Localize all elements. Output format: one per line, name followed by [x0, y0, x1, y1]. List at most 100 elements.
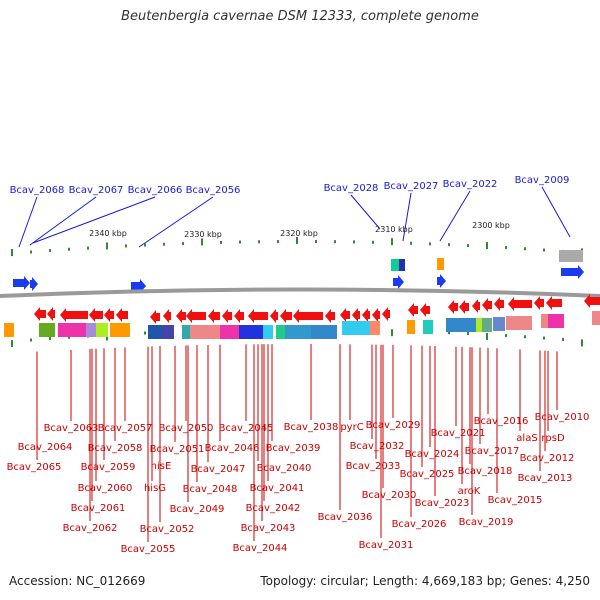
bottom-gene-label[interactable]: hisE	[151, 461, 172, 472]
top-gene-label[interactable]: Bcav_2027	[384, 181, 439, 192]
bottom-gene-label[interactable]: Bcav_2036	[318, 512, 373, 523]
reverse-gene-arrow[interactable]	[176, 309, 186, 323]
bottom-gene-label[interactable]: Bcav_2017	[465, 446, 520, 457]
bottom-gene-label[interactable]: Bcav_2063	[44, 423, 99, 434]
bottom-gene-label[interactable]: Bcav_2029	[366, 420, 421, 431]
bottom-gene-label[interactable]: Bcav_2040	[257, 463, 312, 474]
bottom-gene-label[interactable]: Bcav_2039	[266, 443, 321, 454]
top-gene-label[interactable]: Bcav_2067	[69, 185, 124, 196]
reverse-gene-arrow[interactable]	[248, 309, 268, 323]
top-gene-label[interactable]: Bcav_2028	[324, 183, 379, 194]
forward-gene-arrow[interactable]	[30, 277, 38, 291]
bottom-gene-label[interactable]: alaS	[516, 433, 537, 444]
reverse-gene-arrow[interactable]	[280, 309, 292, 323]
reverse-gene-arrow[interactable]	[408, 303, 418, 317]
bottom-gene-label[interactable]: Bcav_2059	[81, 462, 136, 473]
reverse-gene-arrow[interactable]	[584, 294, 600, 308]
bottom-gene-labels[interactable]: Bcav_2063 Bcav_2057 Bcav_2050 Bcav_2045 Bcav…	[7, 412, 590, 555]
bottom-gene-label[interactable]: Bcav_2032	[350, 441, 405, 452]
forward-gene-arrow[interactable]	[13, 276, 30, 290]
reverse-gene-arrow[interactable]	[352, 308, 360, 322]
bottom-gene-label[interactable]: Bcav_2023	[415, 498, 470, 509]
reverse-gene-arrow[interactable]	[34, 307, 46, 321]
reverse-gene-arrow[interactable]	[270, 309, 278, 323]
top-gene-labels[interactable]: Bcav_2068 Bcav_2067 Bcav_2066 Bcav_2056 Bcav…	[10, 175, 570, 196]
forward-gene-arrow[interactable]	[561, 265, 584, 279]
bottom-gene-label[interactable]: Bcav_2047	[191, 464, 246, 475]
reverse-strand-genes[interactable]	[34, 294, 600, 324]
reverse-gene-arrow[interactable]	[534, 296, 544, 310]
bottom-gene-label[interactable]: Bcav_2046	[205, 443, 260, 454]
bottom-gene-label[interactable]: Bcav_2031	[359, 540, 414, 551]
bottom-gene-label[interactable]: Bcav_2051	[150, 444, 205, 455]
reverse-gene-arrow[interactable]	[340, 308, 350, 322]
reverse-gene-arrow[interactable]	[163, 309, 171, 323]
reverse-gene-arrow[interactable]	[546, 296, 562, 310]
reverse-gene-arrow[interactable]	[47, 307, 55, 321]
bottom-gene-label[interactable]: aroK	[458, 486, 481, 497]
top-gene-label[interactable]: Bcav_2022	[443, 179, 498, 190]
top-gene-label[interactable]: Bcav_2009	[515, 175, 570, 186]
bottom-gene-label[interactable]: Bcav_2026	[392, 519, 447, 530]
bottom-gene-label[interactable]: Bcav_2030	[362, 490, 417, 501]
reverse-gene-arrow[interactable]	[293, 309, 323, 323]
bottom-gene-label[interactable]: Bcav_2021	[431, 428, 486, 439]
bottom-gene-label[interactable]: Bcav_2060	[78, 483, 133, 494]
reverse-gene-arrow[interactable]	[89, 308, 103, 322]
bottom-gene-label[interactable]: Bcav_2050	[159, 423, 214, 434]
bottom-gene-label[interactable]: Bcav_2041	[250, 483, 305, 494]
reverse-gene-arrow[interactable]	[494, 297, 504, 311]
bottom-gene-label[interactable]: Bcav_2025	[400, 469, 455, 480]
reverse-gene-arrow[interactable]	[448, 300, 458, 314]
reverse-gene-arrow[interactable]	[482, 298, 492, 312]
bottom-gene-label[interactable]: Bcav_2057	[98, 423, 153, 434]
bottom-gene-label[interactable]: hisG	[144, 483, 166, 494]
bottom-gene-label[interactable]: Bcav_2018	[458, 466, 513, 477]
reverse-gene-arrow[interactable]	[459, 300, 469, 314]
reverse-gene-arrow[interactable]	[116, 308, 128, 322]
reverse-gene-arrow[interactable]	[222, 309, 232, 323]
reverse-gene-arrow[interactable]	[234, 309, 244, 323]
top-gene-label[interactable]: Bcav_2066	[128, 185, 183, 196]
bottom-gene-label[interactable]: Bcav_2055	[121, 544, 176, 555]
forward-strand-genes[interactable]	[13, 250, 584, 293]
reverse-gene-arrow[interactable]	[420, 303, 430, 317]
bottom-gene-label[interactable]: Bcav_2038	[284, 422, 339, 433]
bottom-gene-label[interactable]: Bcav_2058	[88, 443, 143, 454]
bottom-gene-label[interactable]: pyrC	[340, 422, 363, 433]
bottom-gene-label[interactable]: Bcav_2015	[488, 495, 543, 506]
bottom-gene-label[interactable]: Bcav_2033	[346, 461, 401, 472]
bottom-gene-label[interactable]: Bcav_2043	[241, 523, 296, 534]
bottom-gene-label[interactable]: Bcav_2042	[246, 503, 301, 514]
reverse-gene-arrow[interactable]	[372, 308, 380, 322]
forward-gene-arrow[interactable]	[437, 274, 446, 288]
reverse-gene-arrow[interactable]	[362, 308, 370, 322]
forward-gene-arrow[interactable]	[393, 275, 404, 289]
bottom-gene-label[interactable]: Bcav_2019	[459, 517, 514, 528]
reverse-gene-arrow[interactable]	[508, 297, 532, 311]
bottom-gene-label[interactable]: Bcav_2061	[71, 503, 126, 514]
bottom-gene-label[interactable]: Bcav_2052	[140, 524, 195, 535]
top-gene-label[interactable]: Bcav_2056	[186, 185, 241, 196]
bottom-gene-label[interactable]: Bcav_2044	[233, 543, 288, 554]
reverse-gene-arrow[interactable]	[472, 299, 480, 313]
bottom-gene-label[interactable]: Bcav_2062	[63, 523, 118, 534]
reverse-gene-arrow[interactable]	[382, 307, 390, 321]
bottom-gene-label[interactable]: Bcav_2049	[170, 504, 225, 515]
bottom-gene-label[interactable]: rpsD	[541, 433, 565, 444]
bottom-gene-label[interactable]: Bcav_2048	[183, 484, 238, 495]
reverse-gene-arrow[interactable]	[60, 308, 88, 322]
bottom-gene-label[interactable]: Bcav_2064	[18, 442, 73, 453]
reverse-gene-arrow[interactable]	[325, 309, 335, 323]
bottom-gene-label[interactable]: Bcav_2065	[7, 462, 62, 473]
reverse-gene-arrow[interactable]	[208, 309, 220, 323]
reverse-gene-arrow[interactable]	[150, 310, 160, 324]
bottom-gene-label[interactable]: Bcav_2024	[405, 449, 460, 460]
reverse-gene-arrow[interactable]	[186, 309, 206, 323]
bottom-gene-label[interactable]: Bcav_2010	[535, 412, 590, 423]
top-gene-label[interactable]: Bcav_2068	[10, 185, 65, 196]
bottom-gene-label[interactable]: Bcav_2016	[474, 416, 529, 427]
bottom-gene-label[interactable]: Bcav_2012	[520, 453, 575, 464]
bottom-gene-label[interactable]: Bcav_2013	[518, 473, 573, 484]
